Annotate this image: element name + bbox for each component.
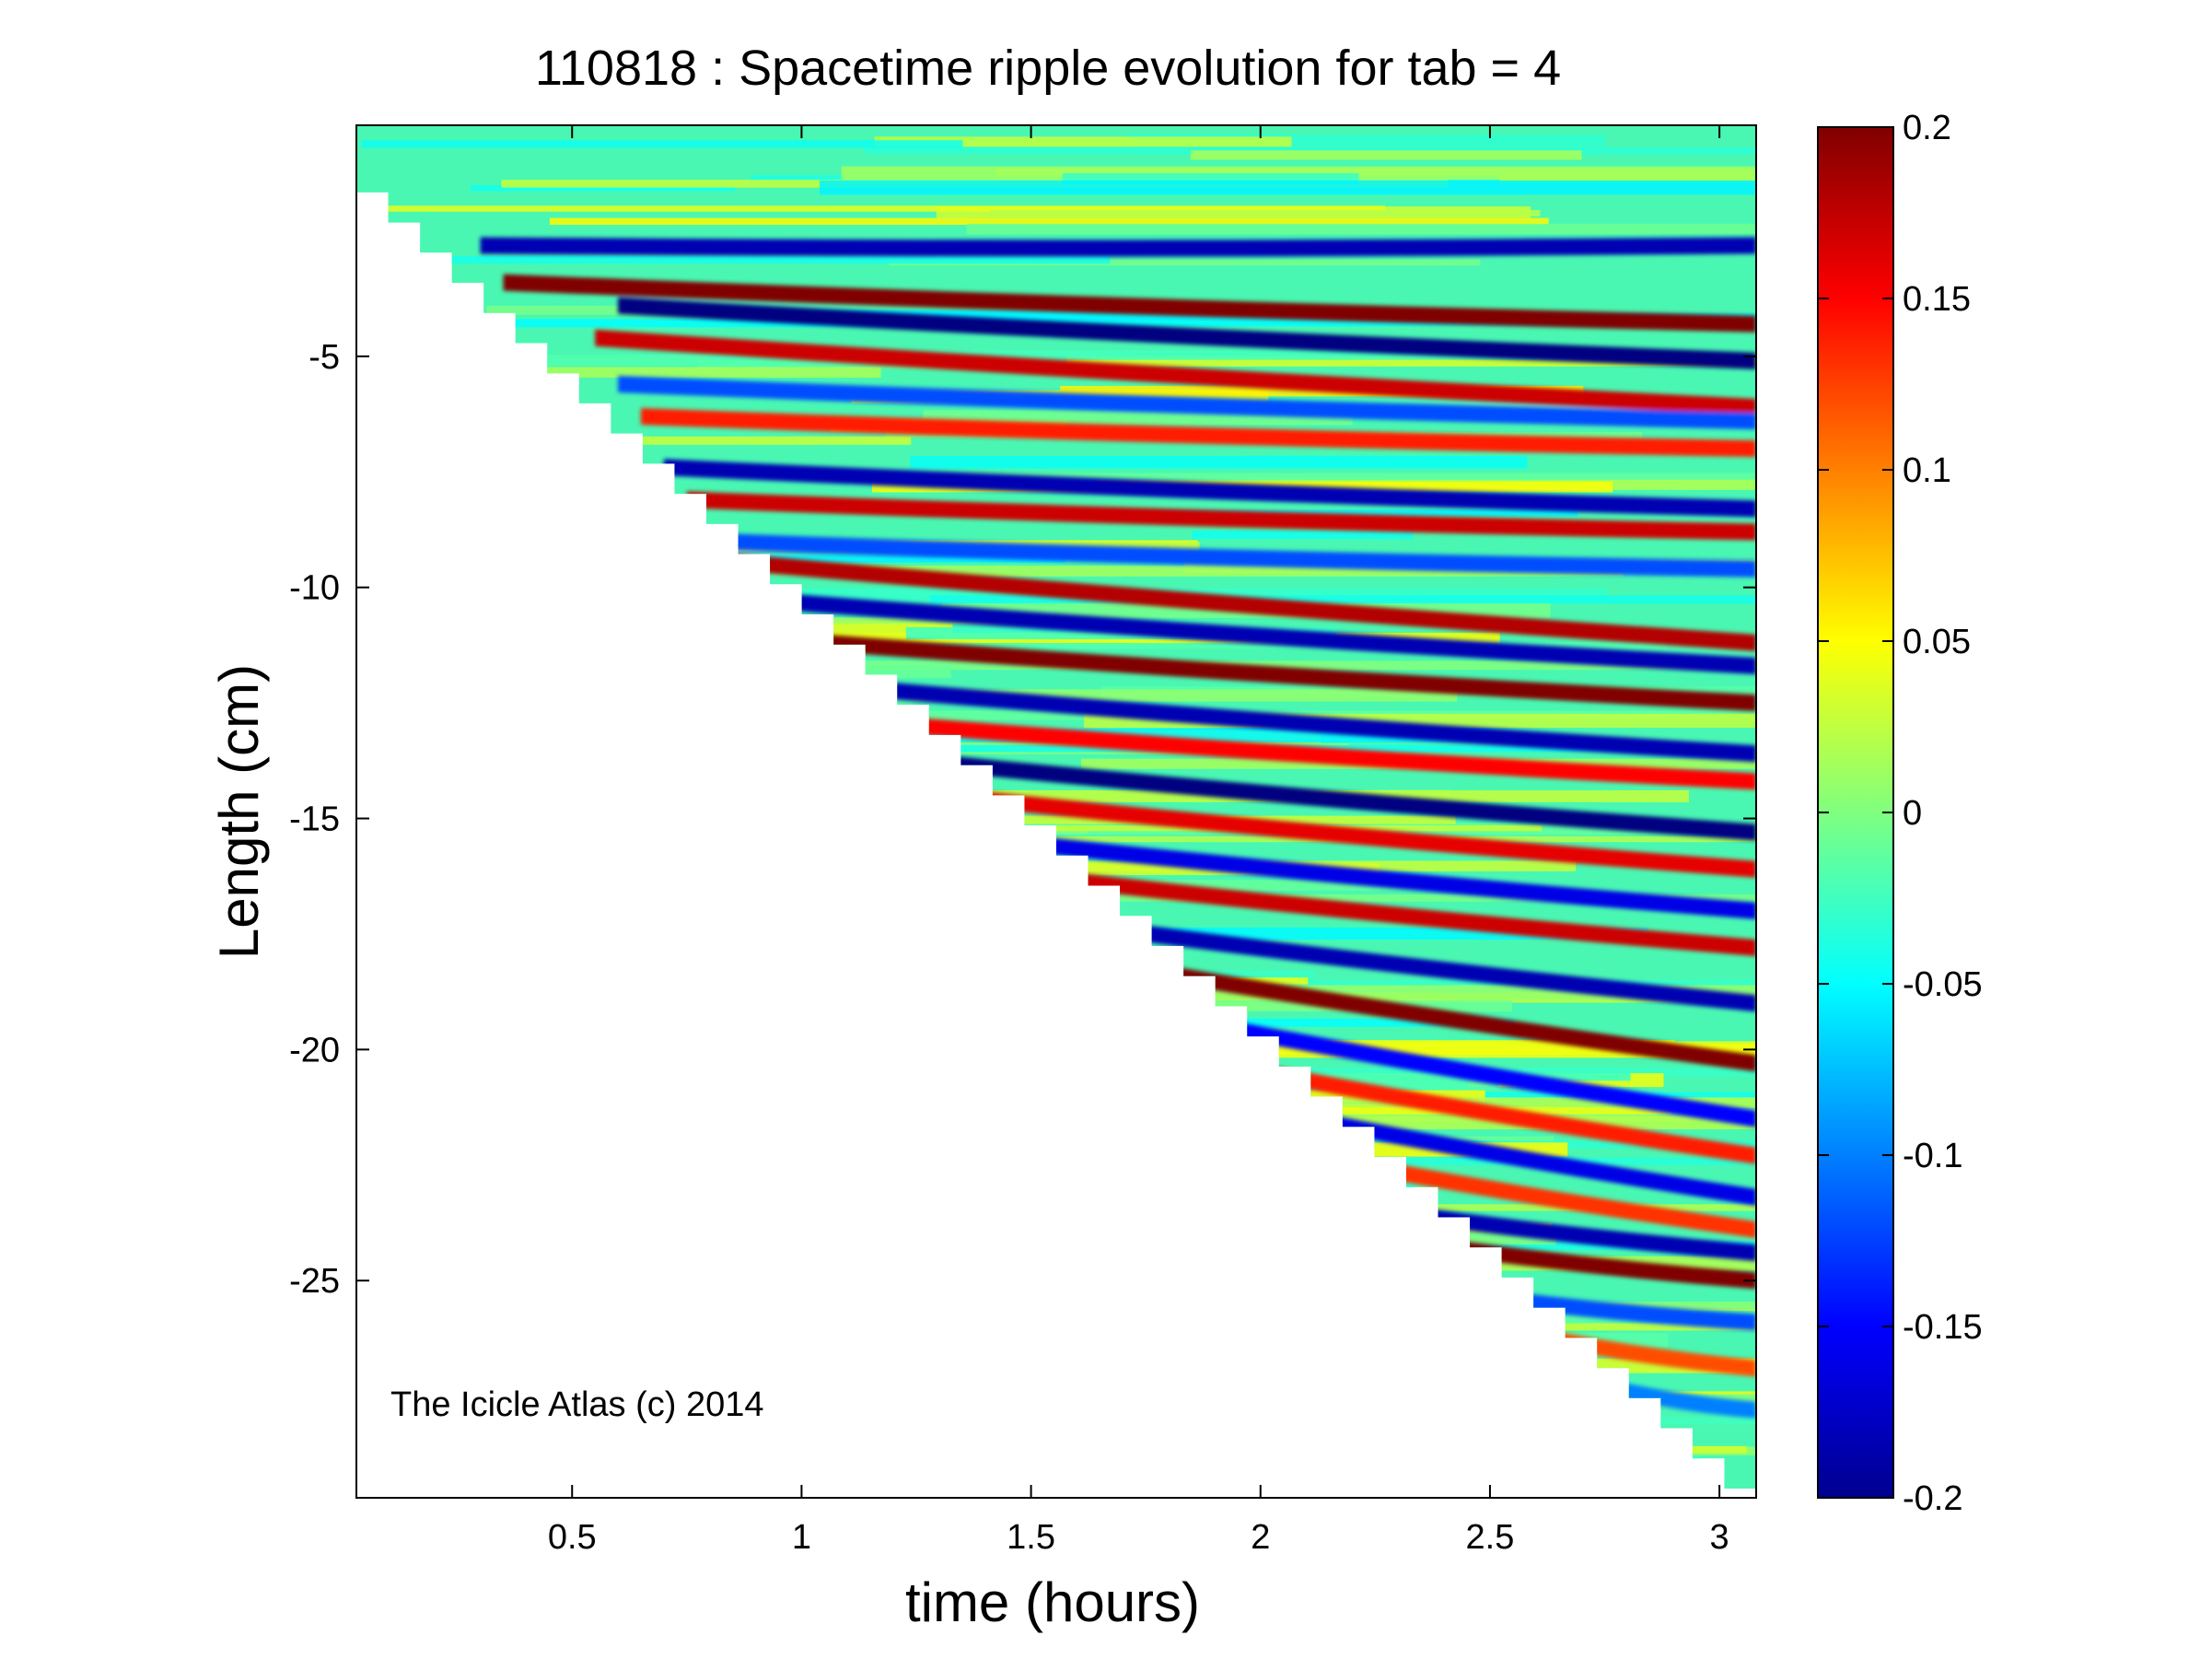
- ripple-band: [663, 459, 1756, 518]
- x-axis-label: time (hours): [905, 1571, 1200, 1633]
- ripple-band: [1077, 916, 1756, 1012]
- ripple-band: [1306, 1147, 1756, 1239]
- y-tick-label: -25: [289, 1262, 340, 1301]
- noise-band: [874, 136, 1292, 147]
- noise-band: [808, 660, 1751, 671]
- noise-band: [709, 350, 1601, 360]
- x-axis-ticks: 0.5 1 1.5 2 2.5 3: [548, 125, 1729, 1557]
- noise-band: [361, 140, 963, 148]
- ripple-band: [618, 297, 1756, 369]
- noise-band: [929, 595, 1756, 604]
- noise-band: [989, 210, 1541, 216]
- x-tick-label: 3: [1710, 1518, 1729, 1557]
- colorbar-tick-label: 0.15: [1903, 280, 1971, 319]
- colorbar-tick-label: 0: [1903, 794, 1922, 833]
- noise-band: [966, 223, 1756, 235]
- noise-band: [646, 617, 1032, 625]
- x-tick-label: 0.5: [548, 1518, 597, 1557]
- noise-band: [683, 555, 1065, 563]
- ripple-band: [778, 592, 1756, 674]
- noise-band: [470, 184, 736, 192]
- ripple-band: [709, 551, 1756, 651]
- y-tick-label: -5: [309, 338, 340, 377]
- ripple-band: [618, 375, 1756, 430]
- ripple-band: [1007, 833, 1756, 919]
- ripple-band: [1467, 1286, 1756, 1331]
- ripple-band: [640, 408, 1756, 458]
- noise-band: [486, 305, 724, 315]
- noise-band: [860, 566, 1624, 577]
- colorbar-tick-label: -0.15: [1903, 1308, 1983, 1347]
- noise-band: [637, 641, 1668, 649]
- x-tick-label: 1: [792, 1518, 811, 1557]
- heatmap-area: [356, 125, 1756, 1489]
- ripple-band: [686, 491, 1756, 541]
- colorbar-tick-label: -0.1: [1903, 1137, 1962, 1175]
- y-axis-ticks: -5 -10 -15 -20 -25: [289, 338, 1756, 1301]
- noise-band: [549, 217, 1549, 226]
- noise-band: [585, 436, 912, 445]
- x-tick-label: 2: [1251, 1518, 1270, 1557]
- colorbar: [1817, 126, 1894, 1499]
- noise-band: [967, 473, 1756, 481]
- ripple-band: [1123, 958, 1756, 1072]
- ripple-band: [1260, 1101, 1756, 1206]
- ripple-band: [916, 718, 1756, 790]
- noise-band: [405, 256, 1111, 264]
- ripple-band: [1214, 1055, 1756, 1164]
- colorbar-tick-label: -0.2: [1903, 1479, 1962, 1518]
- colorbar-ticks: 0.2 0.15 0.1 0.05 0 -0.05 -0.1 -0.15 -0.2: [1818, 109, 1983, 1518]
- noise-band: [422, 367, 881, 378]
- copyright-annotation: The Icicle Atlas (c) 2014: [390, 1385, 764, 1424]
- ripple-band: [824, 634, 1756, 712]
- ripple-band: [595, 329, 1756, 416]
- ripple-band: [1169, 1009, 1756, 1127]
- colorbar-tick-label: 0.05: [1903, 623, 1971, 661]
- plot-frame: [355, 124, 1757, 1499]
- colorbar-tick-label: -0.05: [1903, 965, 1983, 1004]
- noise-band: [1192, 531, 1414, 540]
- x-tick-label: 2.5: [1466, 1518, 1515, 1557]
- chart-title: 110818 : Spacetime ripple evolution for …: [535, 41, 1561, 96]
- ripple-band: [503, 274, 1756, 333]
- ripple-band: [1421, 1235, 1756, 1290]
- noise-band: [758, 310, 1455, 321]
- ripple-band: [480, 237, 1756, 257]
- x-tick-label: 1.5: [1007, 1518, 1055, 1557]
- ripple-band: [984, 791, 1756, 878]
- ripple-band: [870, 681, 1756, 763]
- noise-band: [910, 455, 1528, 469]
- y-axis-label: Length (cm): [208, 664, 270, 959]
- noise-band: [357, 205, 1386, 212]
- y-tick-label: -10: [289, 569, 340, 608]
- y-tick-label: -20: [289, 1031, 340, 1069]
- noise-band: [820, 180, 1756, 195]
- colorbar-tick-label: 0.1: [1903, 451, 1951, 490]
- y-tick-label: -15: [289, 800, 340, 839]
- noise-band: [1190, 150, 1582, 160]
- ripple-band: [1604, 1378, 1756, 1419]
- ripple-band: [1352, 1198, 1756, 1262]
- ripple-band: [938, 754, 1756, 841]
- noise-band: [454, 319, 1047, 328]
- ripple-bands: [480, 237, 1756, 1419]
- ripple-band: [709, 532, 1756, 578]
- ripple-band: [1054, 870, 1756, 956]
- noise-band: [1004, 894, 1756, 902]
- noise-band: [889, 259, 1481, 266]
- noise-band: [1065, 356, 1756, 367]
- colorbar-tick-label: 0.2: [1903, 109, 1951, 147]
